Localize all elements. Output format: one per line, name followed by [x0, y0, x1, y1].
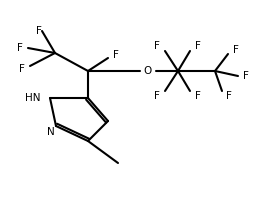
Text: F: F — [195, 41, 201, 51]
Text: F: F — [17, 43, 23, 53]
Text: HN: HN — [25, 93, 40, 103]
Text: F: F — [195, 91, 201, 101]
Text: F: F — [243, 71, 249, 81]
Text: N: N — [47, 127, 55, 137]
Text: F: F — [113, 50, 119, 60]
Text: F: F — [19, 64, 25, 74]
Text: O: O — [144, 66, 152, 76]
Text: F: F — [154, 91, 160, 101]
Text: F: F — [233, 45, 239, 55]
Text: F: F — [154, 41, 160, 51]
Text: F: F — [226, 91, 232, 101]
Text: F: F — [36, 26, 42, 36]
